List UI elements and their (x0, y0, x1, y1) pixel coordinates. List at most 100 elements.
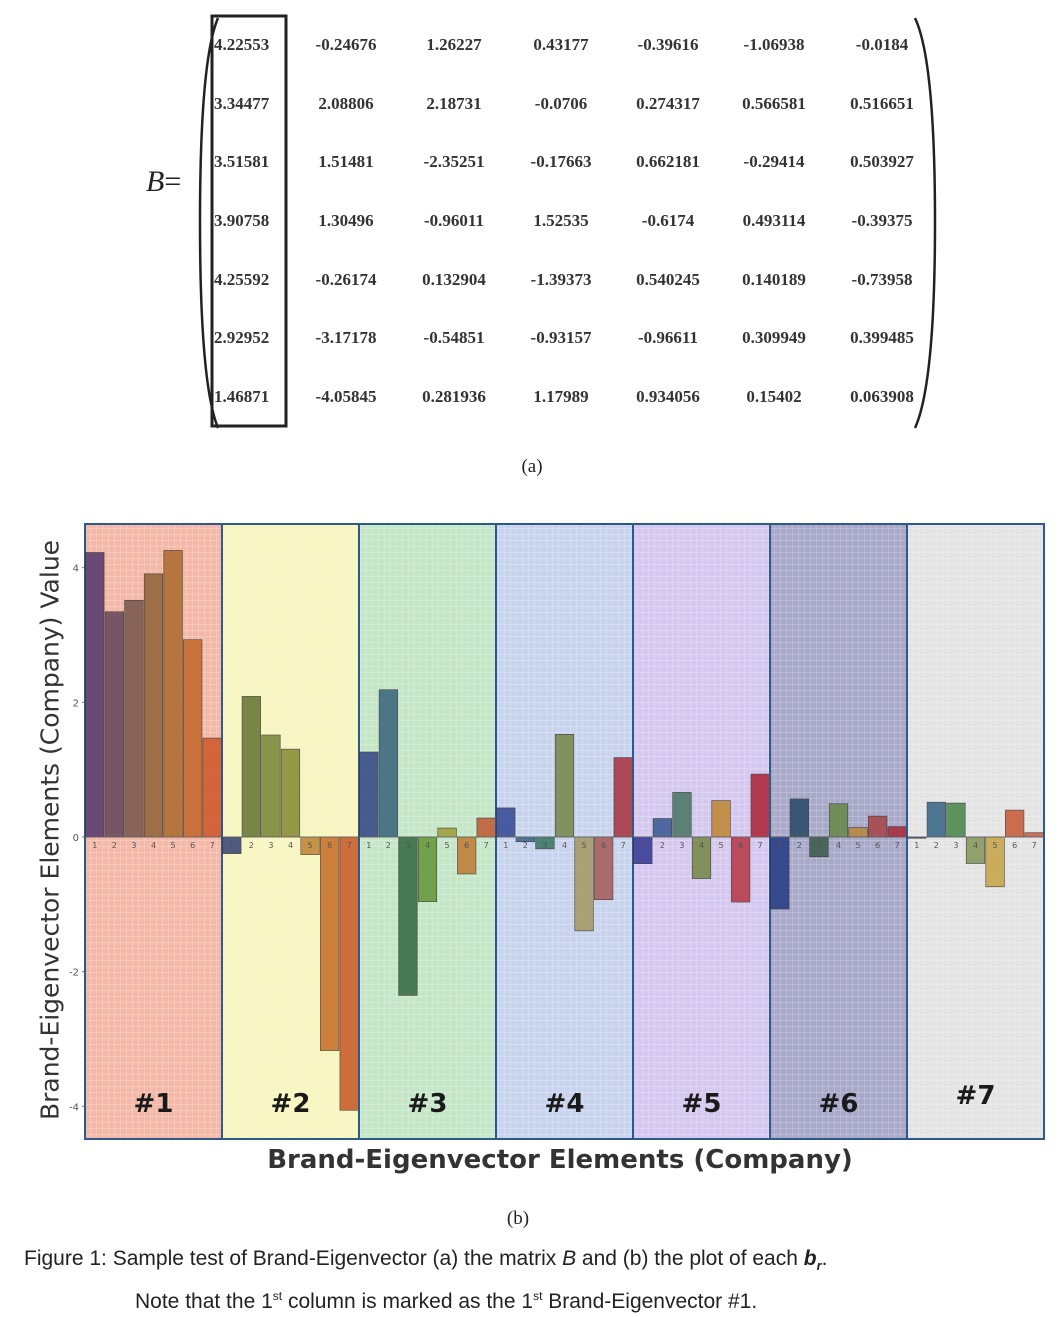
element-tick-label: 4 (699, 841, 704, 850)
bar-g6-5 (848, 827, 868, 838)
figure-caption-line-2: Note that the 1st column is marked as th… (135, 1289, 758, 1314)
matrix-cell: 0.934056 (636, 387, 700, 406)
matrix-cell: 0.503927 (850, 152, 914, 171)
group-label-5: #5 (682, 1089, 722, 1119)
matrix-cell: 0.540245 (636, 270, 700, 289)
matrix-cell: -0.93157 (530, 328, 592, 347)
element-tick-label: 2 (797, 841, 802, 850)
bar-g6-7 (887, 826, 907, 838)
bar-g7-6 (1005, 809, 1025, 838)
matrix-cell: -0.96611 (638, 328, 698, 347)
y-tick-label: -4 (69, 1102, 79, 1113)
matrix-cell: 2.08806 (318, 94, 374, 113)
bar-g1-7 (202, 737, 222, 838)
bar-g3-3 (398, 836, 418, 996)
matrix-cell: 1.30496 (318, 211, 374, 230)
group-label-7: #7 (956, 1081, 996, 1111)
y-tick-label: 4 (73, 564, 79, 575)
matrix-cell: 0.662181 (636, 152, 700, 171)
matrix-label: B= (146, 165, 181, 199)
matrix-cell: -0.39375 (851, 211, 913, 230)
matrix-cell: 3.34477 (214, 94, 270, 113)
element-tick-label: 1 (503, 841, 508, 850)
bar-g1-6 (183, 639, 203, 838)
matrix-cell: 1.26227 (426, 35, 482, 54)
element-tick-label: 5 (719, 841, 724, 850)
matrix-cell: 0.493114 (742, 211, 806, 230)
matrix-equals: = (164, 165, 182, 198)
element-tick-label: 3 (679, 841, 684, 850)
matrix-cell: -0.24676 (315, 35, 377, 54)
element-tick-label: 5 (308, 841, 313, 850)
bar-g6-6 (868, 815, 888, 838)
bar-g6-2 (789, 798, 809, 838)
matrix-cell: 0.309949 (742, 328, 806, 347)
element-tick-label: 2 (249, 841, 254, 850)
bar-g6-4 (828, 803, 849, 838)
matrix-cell: 0.566581 (742, 94, 806, 113)
bar-g1-5 (163, 550, 183, 838)
element-tick-label: 3 (131, 841, 136, 850)
element-tick-label: 1 (229, 841, 234, 850)
element-tick-label: 7 (210, 841, 215, 850)
bar-g1-3 (124, 599, 144, 838)
element-tick-label: 7 (758, 841, 763, 850)
group-label-6: #6 (819, 1089, 859, 1119)
matrix-cell: 4.22553 (214, 35, 270, 54)
element-tick-label: 5 (582, 841, 587, 850)
matrix-cell: 2.92952 (214, 328, 270, 347)
y-tick-label: 2 (73, 698, 79, 709)
bar-g3-1 (359, 751, 379, 838)
bar-g1-1 (85, 552, 105, 838)
group-label-3: #3 (408, 1089, 448, 1119)
matrix-section: B= 4.22553 -0.24676 1.26227 0.43177 -0.39616… (0, 0, 1064, 440)
chart-x-axis-label: Brand-Eigenvector Elements (Company) (267, 1145, 853, 1175)
matrix-cell: 4.25592 (214, 270, 270, 289)
element-tick-label: 6 (875, 841, 880, 850)
element-tick-label: 1 (914, 841, 919, 850)
element-tick-label: 5 (171, 841, 176, 850)
matrix-cell: 0.140189 (742, 270, 806, 289)
element-tick-label: 4 (425, 841, 430, 850)
matrix-cell: 0.281936 (422, 387, 486, 406)
element-tick-label: 7 (895, 841, 900, 850)
y-tick-label: 0 (73, 833, 79, 844)
caption-b: (b) (506, 1208, 530, 1229)
matrix-brackets (198, 14, 937, 429)
matrix-cell: -0.39616 (637, 35, 699, 54)
element-tick-label: 1 (366, 841, 371, 850)
bar-g4-1 (496, 807, 516, 838)
element-tick-label: 1 (92, 841, 97, 850)
matrix-cell: 0.399485 (850, 328, 914, 347)
figure-caption-line-1: Figure 1: Sample test of Brand-Eigenvect… (24, 1247, 828, 1274)
matrix-cell: 3.51581 (214, 152, 270, 171)
first-column-highlight-box (210, 14, 288, 428)
matrix-symbol: B (146, 165, 165, 198)
matrix-cell: 0.15402 (746, 387, 802, 406)
bar-g3-2 (378, 689, 398, 838)
element-tick-label: 1 (640, 841, 645, 850)
element-tick-label: 4 (288, 841, 293, 850)
element-tick-label: 2 (660, 841, 665, 850)
bar-g5-3 (672, 792, 692, 838)
bar-g4-5 (574, 836, 594, 932)
matrix-cell: 1.51481 (318, 152, 374, 171)
bar-g7-7 (1024, 832, 1044, 838)
bar-g2-4 (280, 748, 301, 838)
bar-g5-5 (711, 800, 731, 838)
matrix-cell: -1.06938 (743, 35, 805, 54)
element-tick-label: 4 (562, 841, 567, 850)
matrix-cell: -0.54851 (423, 328, 485, 347)
bar-g3-5 (437, 827, 457, 838)
element-tick-label: 7 (1032, 841, 1037, 850)
matrix-cell: -3.17178 (315, 328, 377, 347)
bar-g2-7 (339, 836, 359, 1111)
matrix-cell: -0.73958 (851, 270, 913, 289)
element-tick-label: 2 (934, 841, 939, 850)
element-tick-label: 2 (386, 841, 391, 850)
element-tick-label: 6 (601, 841, 606, 850)
bar-g1-4 (143, 573, 164, 838)
element-tick-label: 3 (405, 841, 410, 850)
bar-g7-2 (926, 801, 946, 838)
matrix-cell: 0.132904 (422, 270, 486, 289)
